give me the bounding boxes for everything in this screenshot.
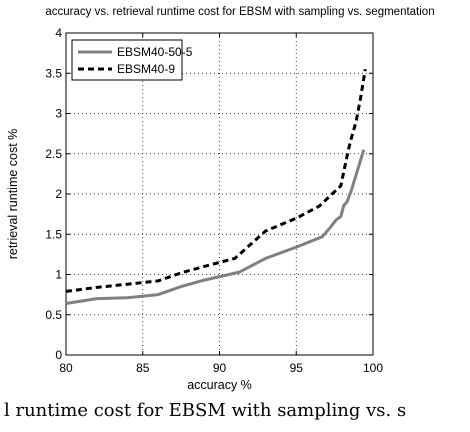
legend: EBSM40-50-5 EBSM40-9 <box>71 39 193 81</box>
figure-caption: l runtime cost for EBSM with sampling vs… <box>4 400 407 421</box>
series-lines <box>65 68 367 305</box>
y-tick-label: 0.5 <box>45 308 62 322</box>
y-axis-label: retrieval runtime cost % <box>6 129 20 260</box>
legend-label-ebsm40-50-5: EBSM40-50-5 <box>117 45 193 59</box>
y-tick-label: 3 <box>55 107 62 121</box>
x-tick-label: 95 <box>290 361 304 375</box>
series-line-ebsm40-50-5 <box>65 149 366 305</box>
y-tick-label: 4 <box>55 26 62 40</box>
chart-title: accuracy vs. retrieval runtime cost for … <box>45 6 434 18</box>
y-tick-label: 3.5 <box>45 66 62 80</box>
legend-label-ebsm40-9: EBSM40-9 <box>117 62 175 76</box>
grid <box>66 33 373 355</box>
ticks: 80 85 90 95 100 0 0.5 1 1.5 2 2.5 3 3.5 4 <box>45 26 383 375</box>
y-tick-label: 2 <box>55 187 62 201</box>
chart: accuracy vs. retrieval runtime cost for … <box>6 6 435 392</box>
y-tick-label: 1 <box>55 268 62 282</box>
series-line-ebsm40-9 <box>65 68 367 293</box>
legend-box <box>71 39 183 81</box>
x-axis-label: accuracy % <box>187 378 252 392</box>
y-tick-label: 0 <box>55 348 62 362</box>
x-tick-label: 90 <box>213 361 227 375</box>
x-tick-label: 85 <box>136 361 150 375</box>
y-tick-label: 2.5 <box>45 147 62 161</box>
y-tick-label: 1.5 <box>45 227 62 241</box>
x-tick-label: 80 <box>59 361 73 375</box>
x-tick-label: 100 <box>363 361 383 375</box>
